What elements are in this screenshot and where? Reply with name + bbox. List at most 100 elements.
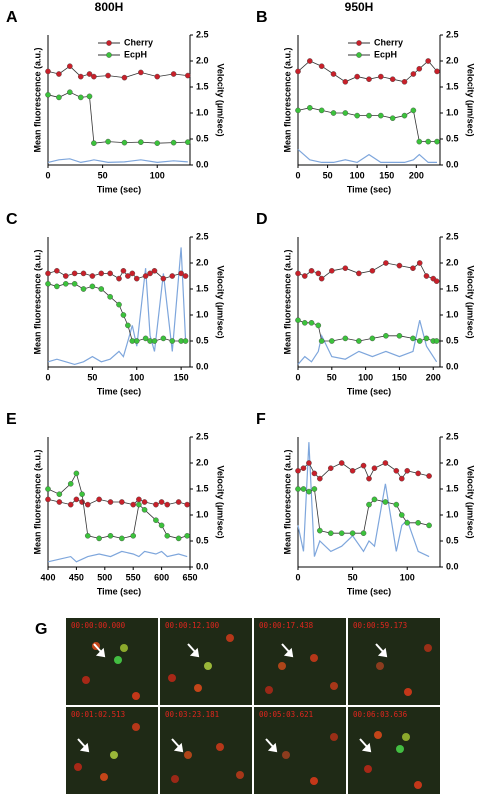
x-tick-label: 650 — [182, 572, 197, 582]
data-point — [410, 71, 417, 77]
data-point — [371, 496, 378, 503]
data-point — [410, 335, 416, 342]
data-point — [425, 138, 431, 145]
data-point — [138, 69, 144, 76]
data-point — [360, 462, 367, 469]
x-tick-label: 50 — [87, 372, 97, 382]
data-point — [121, 74, 128, 81]
data-point — [67, 480, 74, 487]
x-tick-label: 200 — [426, 372, 441, 382]
data-point — [311, 486, 318, 492]
cell-spot — [404, 688, 412, 696]
data-point — [315, 270, 322, 277]
data-point — [295, 317, 301, 324]
data-point — [79, 499, 85, 505]
velocity-line — [47, 247, 187, 366]
column-title: 950H — [345, 0, 374, 14]
data-point — [158, 499, 165, 505]
data-point — [349, 530, 356, 537]
data-point — [318, 338, 325, 344]
data-point — [318, 63, 325, 69]
legend-label: Cherry — [374, 37, 403, 47]
data-point — [136, 496, 142, 503]
data-point — [330, 110, 337, 116]
data-point — [45, 270, 51, 277]
data-point — [182, 273, 189, 279]
data-point — [327, 530, 334, 537]
data-point — [398, 512, 405, 518]
panel-label: F — [256, 411, 266, 428]
y2-tick-label: 0.0 — [196, 159, 209, 169]
cell-spot — [110, 751, 118, 759]
data-point — [120, 267, 127, 274]
y2-tick-label: 1.5 — [196, 81, 209, 91]
data-point — [301, 319, 308, 326]
image-frame — [66, 618, 158, 705]
data-point — [378, 112, 384, 119]
data-point — [84, 501, 91, 508]
column-title: 800H — [95, 0, 124, 14]
data-point — [84, 533, 91, 539]
x-tick-label: 150 — [392, 372, 407, 382]
panel-label: B — [256, 9, 268, 26]
data-point — [295, 486, 301, 492]
y2-tick-label: 0.0 — [446, 159, 459, 169]
data-point — [338, 530, 345, 537]
y2-axis-label: Velocity (µm/sec) — [466, 265, 476, 338]
timestamp: 00:01:02.513 — [71, 710, 125, 719]
data-point — [393, 501, 400, 508]
data-point — [410, 107, 417, 114]
data-point — [306, 460, 312, 466]
data-point — [67, 89, 73, 95]
panel-label: A — [6, 9, 18, 26]
data-point — [416, 260, 423, 266]
data-point — [142, 335, 149, 342]
data-point — [404, 520, 411, 526]
velocity-line — [297, 442, 430, 558]
velocity-line — [297, 148, 437, 164]
y2-axis-label: Velocity (µm/sec) — [466, 465, 476, 538]
data-point — [317, 527, 323, 534]
data-point — [184, 501, 190, 508]
data-point — [107, 293, 113, 300]
cell-spot — [74, 763, 82, 771]
y2-tick-label: 1.0 — [196, 509, 209, 519]
data-point — [45, 280, 51, 287]
data-point — [164, 533, 171, 539]
x-axis-label: Time (sec) — [347, 586, 391, 596]
data-point — [308, 267, 315, 274]
data-point — [426, 473, 432, 479]
data-point — [107, 499, 114, 505]
data-point — [136, 501, 142, 508]
data-point — [62, 273, 69, 279]
data-point — [105, 138, 111, 145]
timestamp: 00:00:59.173 — [353, 621, 407, 630]
y2-tick-label: 1.0 — [446, 509, 459, 519]
cell-spot — [424, 644, 432, 652]
x-tick-label: 100 — [129, 372, 144, 382]
y2-tick-label: 2.5 — [446, 431, 459, 441]
data-point — [80, 286, 87, 292]
data-point — [416, 138, 423, 145]
panel-label: E — [6, 411, 17, 428]
y2-tick-label: 1.5 — [196, 283, 209, 293]
x-tick-label: 100 — [400, 572, 415, 582]
x-tick-label: 0 — [295, 170, 300, 180]
data-point — [91, 140, 97, 146]
arrow — [187, 643, 200, 658]
data-point — [160, 335, 167, 342]
panel-label: D — [256, 211, 268, 228]
cell-spot — [396, 745, 404, 753]
data-point — [54, 283, 60, 290]
cell-spot — [132, 723, 140, 731]
x-tick-label: 0 — [45, 170, 50, 180]
data-point — [56, 94, 62, 101]
data-point — [423, 335, 430, 342]
velocity-line — [47, 158, 188, 164]
panel-label: C — [6, 211, 18, 228]
data-point — [307, 105, 313, 111]
x-tick-label: 100 — [358, 372, 373, 382]
y2-tick-label: 1.0 — [196, 309, 209, 319]
cell-spot — [330, 733, 338, 741]
data-point — [133, 338, 140, 344]
